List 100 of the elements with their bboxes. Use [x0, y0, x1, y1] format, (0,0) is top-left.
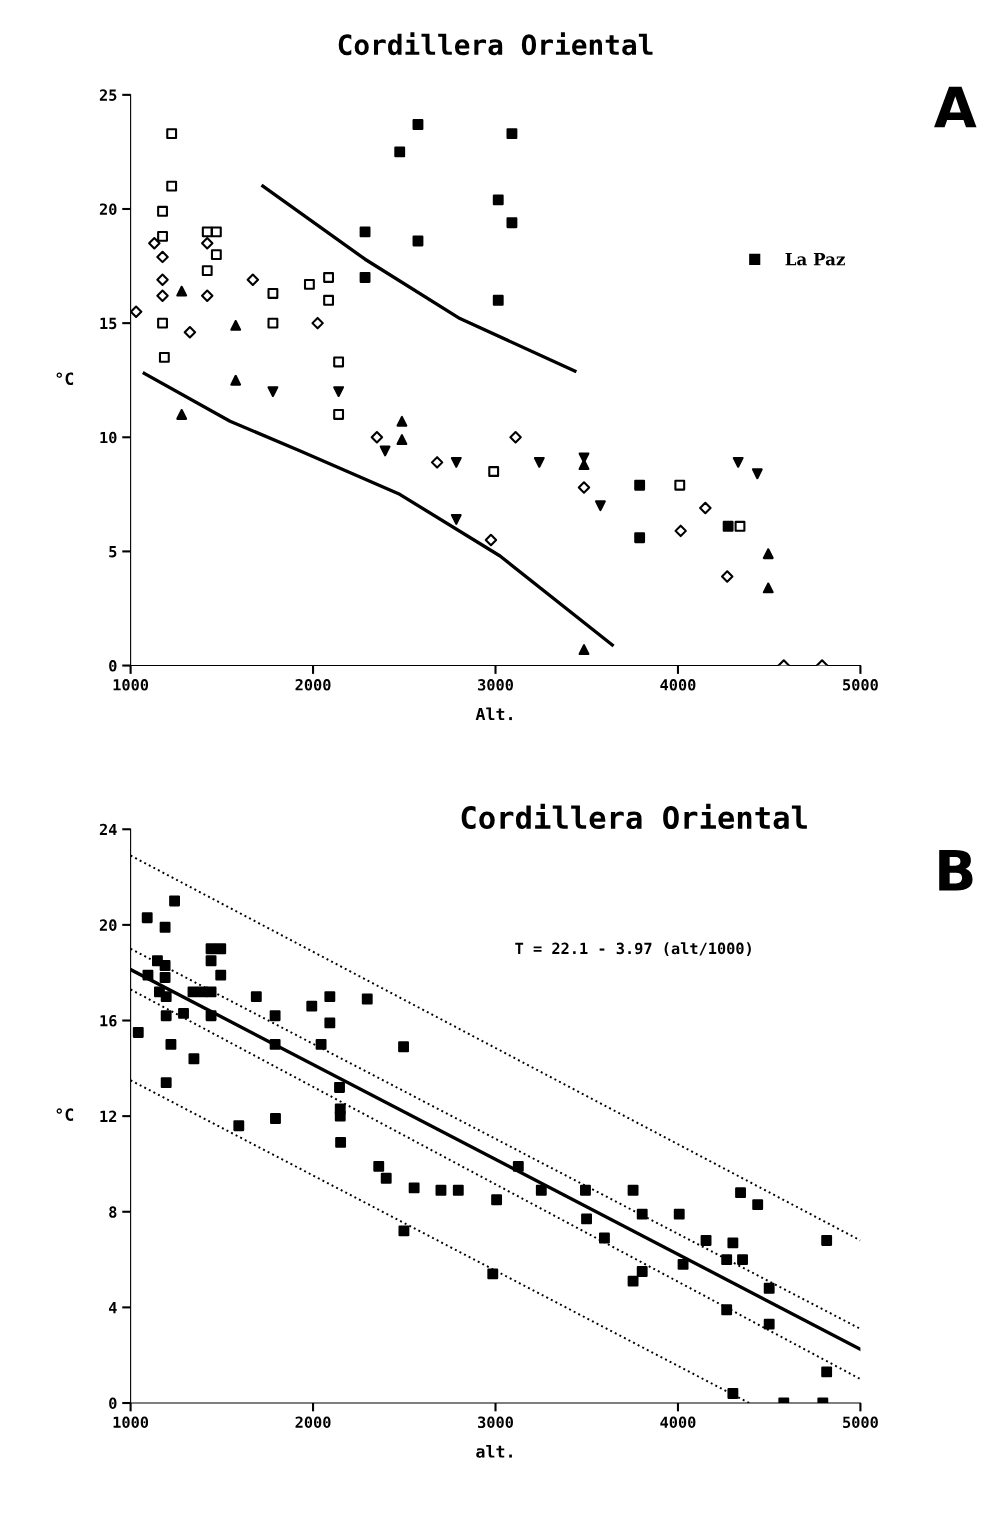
point [577, 481, 591, 494]
point [130, 305, 143, 318]
y-tick-label: 20 [99, 203, 117, 216]
point [394, 146, 406, 158]
point [157, 230, 168, 242]
point [148, 237, 161, 250]
x-tick-label: 5000 [843, 1416, 878, 1429]
point [158, 351, 170, 363]
point [311, 316, 324, 330]
point [333, 409, 345, 420]
x-tick-label: 2000 [295, 1416, 331, 1429]
point [333, 356, 345, 368]
x-tick-label: 1000 [113, 679, 149, 691]
chart-title: Cordillera Oriental [338, 32, 653, 56]
point [699, 501, 712, 515]
point [156, 250, 169, 264]
point [230, 374, 242, 386]
point [594, 500, 606, 512]
point [762, 582, 774, 594]
point [488, 466, 500, 477]
x-tick-label: 1000 [113, 1416, 149, 1429]
y-tick-label: 8 [109, 1206, 117, 1218]
point [492, 294, 504, 306]
point [267, 288, 279, 299]
point [751, 468, 763, 480]
point [156, 273, 169, 286]
y-axis-title: °C [56, 1108, 74, 1121]
point [246, 273, 260, 286]
point [450, 456, 462, 468]
point [183, 326, 197, 339]
x-tick-label: 2000 [295, 679, 331, 691]
point [484, 533, 498, 547]
x-tick-label: 5000 [843, 679, 878, 691]
y-tick-label: 20 [99, 919, 117, 931]
point [634, 479, 646, 491]
point [533, 456, 545, 468]
y-tick-label: 16 [100, 1014, 117, 1027]
x-axis-title: Alt. [475, 707, 512, 721]
point [176, 285, 188, 297]
text: B [939, 849, 973, 891]
point [210, 249, 222, 261]
point [430, 456, 444, 469]
point [210, 226, 222, 238]
point [201, 265, 213, 277]
point [379, 445, 391, 457]
point [506, 217, 518, 229]
y-tick-label: 15 [100, 317, 117, 330]
point [201, 289, 214, 302]
x-axis-title: alt. [476, 1444, 512, 1458]
point [732, 456, 744, 468]
point [166, 180, 178, 192]
point [412, 119, 424, 130]
point [267, 317, 279, 329]
point [201, 237, 214, 250]
point [634, 532, 646, 544]
text: A [934, 86, 977, 128]
y-tick-label: 0 [109, 660, 117, 672]
line-series [261, 184, 577, 373]
legend-label: La Paz [785, 253, 845, 266]
point [506, 128, 518, 140]
annotation: T = 22.1 - 3.97 (alt/1000) [515, 942, 751, 956]
x-tick-label: 4000 [660, 1416, 696, 1429]
point [396, 434, 408, 445]
point [450, 514, 462, 525]
point [157, 205, 168, 217]
line-series [142, 371, 614, 647]
point [230, 319, 242, 331]
point [734, 520, 746, 532]
point [370, 431, 384, 444]
y-axis-title: °C [56, 372, 74, 386]
y-tick-label: 24 [99, 823, 117, 836]
point [323, 272, 334, 283]
x-tick-label: 3000 [478, 1416, 513, 1429]
y-tick-label: 0 [109, 1397, 117, 1410]
point [333, 386, 345, 398]
chart-title: Cordillera Oriental [461, 803, 807, 830]
x-tick-label: 4000 [660, 679, 696, 691]
y-tick-label: 12 [100, 1110, 117, 1122]
point [166, 128, 178, 140]
point [509, 431, 522, 444]
point [396, 415, 408, 427]
x-tick-label: 3000 [478, 679, 513, 691]
point [303, 278, 315, 290]
point [762, 548, 774, 560]
point [492, 194, 504, 206]
y-tick-label: 25 [99, 89, 117, 101]
y-tick-label: 4 [108, 1302, 117, 1314]
y-tick-label: 5 [109, 546, 117, 558]
point [722, 520, 734, 532]
point [720, 570, 734, 583]
point [578, 644, 590, 655]
point [157, 317, 168, 329]
point [674, 524, 687, 538]
point [176, 409, 188, 420]
point [156, 289, 169, 302]
point [323, 294, 334, 306]
y-tick-label: 10 [100, 431, 117, 444]
point [674, 479, 686, 491]
point [267, 386, 279, 398]
point [359, 272, 371, 283]
